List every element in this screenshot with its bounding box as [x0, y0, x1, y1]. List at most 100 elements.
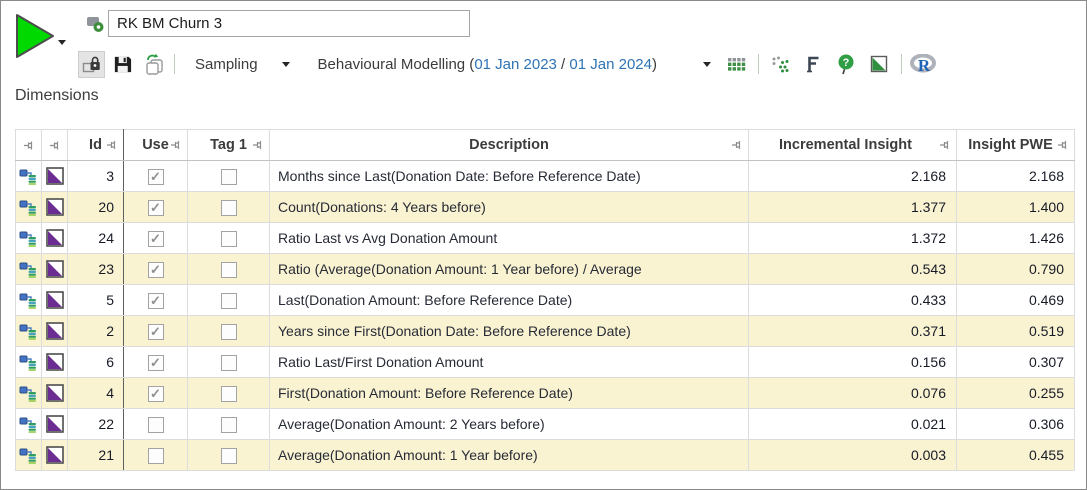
- dimension-type-cell[interactable]: [41, 408, 68, 440]
- tag1-cell[interactable]: [187, 191, 270, 223]
- tag1-checkbox[interactable]: [220, 447, 237, 464]
- use-cell[interactable]: [123, 191, 188, 223]
- header-insight-pwe[interactable]: Insight PWE: [956, 129, 1075, 161]
- table-grid-button[interactable]: [723, 51, 750, 78]
- dimension-link-cell[interactable]: [15, 377, 42, 409]
- pin-icon[interactable]: [252, 140, 263, 151]
- run-button[interactable]: [14, 12, 56, 60]
- r-script-button[interactable]: R: [909, 51, 937, 78]
- dimension-type-cell[interactable]: [41, 377, 68, 409]
- use-cell[interactable]: [123, 222, 188, 254]
- modelling-phase-dropdown[interactable]: Behavioural Modelling (01 Jan 2023 / 01 …: [318, 56, 711, 73]
- insight-pwe-cell[interactable]: 0.469: [956, 284, 1075, 316]
- description-cell[interactable]: Years since First(Donation Date: Before …: [269, 315, 749, 347]
- dimension-type-cell[interactable]: [41, 160, 68, 192]
- incremental-insight-cell[interactable]: 0.371: [748, 315, 957, 347]
- header-type-column[interactable]: [41, 129, 68, 161]
- pin-icon[interactable]: [170, 140, 181, 151]
- pin-icon[interactable]: [1057, 140, 1068, 151]
- pin-icon[interactable]: [731, 140, 742, 151]
- use-checkbox[interactable]: [147, 199, 164, 216]
- use-cell[interactable]: [123, 439, 188, 471]
- tag1-cell[interactable]: [187, 222, 270, 254]
- coverage-button[interactable]: [866, 51, 893, 78]
- description-cell[interactable]: Months since Last(Donation Date: Before …: [269, 160, 749, 192]
- dimension-type-cell[interactable]: [41, 253, 68, 285]
- help-balloon-button[interactable]: ?: [833, 51, 860, 78]
- header-link-column[interactable]: [15, 129, 42, 161]
- lock-layout-button[interactable]: [78, 50, 105, 78]
- dimension-link-cell[interactable]: [15, 284, 42, 316]
- description-cell[interactable]: Ratio (Average(Donation Amount: 1 Year b…: [269, 253, 749, 285]
- dimension-type-cell[interactable]: [41, 346, 68, 378]
- dimension-link-cell[interactable]: [15, 160, 42, 192]
- tag1-checkbox[interactable]: [220, 416, 237, 433]
- incremental-insight-cell[interactable]: 2.168: [748, 160, 957, 192]
- id-cell[interactable]: 20: [67, 191, 124, 223]
- copy-refresh-button[interactable]: [139, 51, 166, 78]
- tag1-cell[interactable]: [187, 377, 270, 409]
- id-cell[interactable]: 4: [67, 377, 124, 409]
- insight-pwe-cell[interactable]: 0.455: [956, 439, 1075, 471]
- pin-icon[interactable]: [939, 140, 950, 151]
- use-cell[interactable]: [123, 284, 188, 316]
- use-cell[interactable]: [123, 377, 188, 409]
- insight-pwe-cell[interactable]: 0.307: [956, 346, 1075, 378]
- tag1-checkbox[interactable]: [220, 230, 237, 247]
- incremental-insight-cell[interactable]: 0.156: [748, 346, 957, 378]
- id-cell[interactable]: 3: [67, 160, 124, 192]
- id-cell[interactable]: 5: [67, 284, 124, 316]
- fit-function-button[interactable]: [800, 51, 827, 78]
- dimension-link-cell[interactable]: [15, 253, 42, 285]
- use-cell[interactable]: [123, 315, 188, 347]
- description-cell[interactable]: Average(Donation Amount: 1 Year before): [269, 439, 749, 471]
- tag1-checkbox[interactable]: [220, 292, 237, 309]
- description-cell[interactable]: Average(Donation Amount: 2 Years before): [269, 408, 749, 440]
- pin-icon[interactable]: [49, 140, 60, 151]
- description-cell[interactable]: Ratio Last vs Avg Donation Amount: [269, 222, 749, 254]
- id-cell[interactable]: 23: [67, 253, 124, 285]
- incremental-insight-cell[interactable]: 0.543: [748, 253, 957, 285]
- use-checkbox[interactable]: [147, 323, 164, 340]
- use-cell[interactable]: [123, 160, 188, 192]
- dimension-link-cell[interactable]: [15, 315, 42, 347]
- id-cell[interactable]: 22: [67, 408, 124, 440]
- insight-pwe-cell[interactable]: 1.400: [956, 191, 1075, 223]
- use-checkbox[interactable]: [147, 354, 164, 371]
- incremental-insight-cell[interactable]: 0.021: [748, 408, 957, 440]
- dimension-type-cell[interactable]: [41, 315, 68, 347]
- header-description[interactable]: Description: [269, 129, 749, 161]
- insight-pwe-cell[interactable]: 2.168: [956, 160, 1075, 192]
- use-checkbox[interactable]: [147, 292, 164, 309]
- use-checkbox[interactable]: [147, 416, 164, 433]
- incremental-insight-cell[interactable]: 1.377: [748, 191, 957, 223]
- run-options-caret-icon[interactable]: [58, 40, 66, 45]
- tag1-checkbox[interactable]: [220, 199, 237, 216]
- incremental-insight-cell[interactable]: 1.372: [748, 222, 957, 254]
- insight-pwe-cell[interactable]: 1.426: [956, 222, 1075, 254]
- save-button[interactable]: [109, 51, 136, 78]
- header-use[interactable]: Use: [123, 129, 188, 161]
- incremental-insight-cell[interactable]: 0.076: [748, 377, 957, 409]
- tag1-checkbox[interactable]: [220, 168, 237, 185]
- use-cell[interactable]: [123, 346, 188, 378]
- pin-icon[interactable]: [106, 140, 117, 151]
- id-cell[interactable]: 24: [67, 222, 124, 254]
- header-incremental-insight[interactable]: Incremental Insight: [748, 129, 957, 161]
- dimension-type-cell[interactable]: [41, 284, 68, 316]
- use-cell[interactable]: [123, 408, 188, 440]
- use-cell[interactable]: [123, 253, 188, 285]
- use-checkbox[interactable]: [147, 168, 164, 185]
- tag1-cell[interactable]: [187, 439, 270, 471]
- incremental-insight-cell[interactable]: 0.003: [748, 439, 957, 471]
- use-checkbox[interactable]: [147, 447, 164, 464]
- tag1-cell[interactable]: [187, 284, 270, 316]
- id-cell[interactable]: 21: [67, 439, 124, 471]
- dimension-link-cell[interactable]: [15, 439, 42, 471]
- tag1-cell[interactable]: [187, 408, 270, 440]
- insight-pwe-cell[interactable]: 0.519: [956, 315, 1075, 347]
- description-cell[interactable]: First(Donation Amount: Before Reference …: [269, 377, 749, 409]
- dimension-type-cell[interactable]: [41, 191, 68, 223]
- sample-points-button[interactable]: [767, 51, 794, 78]
- tag1-cell[interactable]: [187, 315, 270, 347]
